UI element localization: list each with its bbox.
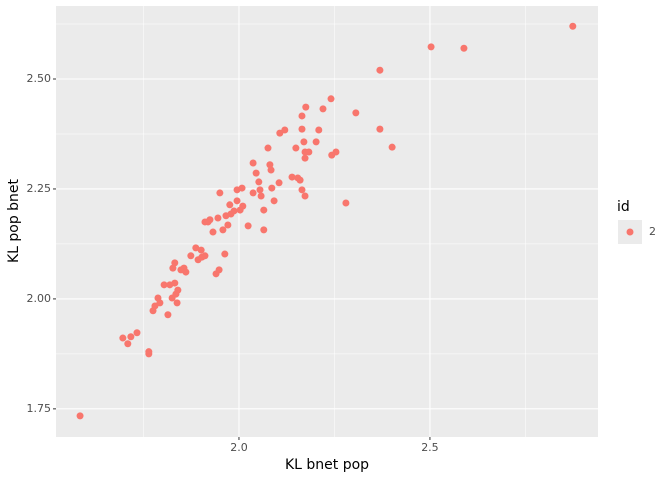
point <box>270 197 278 205</box>
point <box>230 207 238 215</box>
point <box>215 266 223 274</box>
point <box>145 350 153 358</box>
x-axis-label: KL bnet pop <box>285 457 369 473</box>
point <box>257 192 265 200</box>
point <box>226 201 234 209</box>
y-axis-label: KL pop bnet <box>6 178 22 263</box>
point <box>267 166 275 174</box>
point <box>255 178 263 186</box>
point <box>164 311 172 319</box>
point <box>197 246 205 254</box>
point <box>268 184 276 192</box>
panel <box>56 6 598 437</box>
point <box>302 103 310 111</box>
legend-title: id <box>617 199 630 215</box>
point <box>209 228 217 236</box>
point <box>460 44 468 52</box>
point <box>301 192 309 200</box>
point <box>342 199 350 207</box>
point <box>298 112 306 120</box>
point <box>219 226 227 234</box>
point <box>281 126 289 134</box>
point <box>187 252 195 260</box>
point <box>214 214 222 222</box>
point <box>256 186 264 194</box>
point <box>376 125 384 133</box>
legend-label: 2 <box>649 225 656 238</box>
point <box>260 226 268 234</box>
point <box>182 268 190 276</box>
point <box>192 244 200 252</box>
point <box>296 176 304 184</box>
point <box>427 43 435 51</box>
x-tick-label: 2.5 <box>421 441 439 454</box>
point <box>174 286 182 294</box>
point <box>275 179 283 187</box>
point <box>119 334 127 342</box>
point <box>312 138 320 146</box>
point <box>169 264 177 272</box>
point <box>376 66 384 74</box>
point <box>249 189 257 197</box>
point <box>201 252 209 260</box>
point <box>352 109 360 117</box>
point <box>221 250 229 258</box>
point <box>244 222 252 230</box>
point <box>76 412 84 420</box>
point <box>160 281 168 289</box>
y-tick-label: 2.00 <box>27 292 52 305</box>
y-tick-label: 2.25 <box>27 182 52 195</box>
y-tick-label: 2.50 <box>27 72 52 85</box>
point <box>266 161 274 169</box>
point <box>319 105 327 113</box>
point <box>288 173 296 181</box>
point <box>298 125 306 133</box>
point <box>327 95 335 103</box>
point <box>300 138 308 146</box>
point <box>171 259 179 267</box>
point <box>249 159 257 167</box>
point <box>332 148 340 156</box>
point <box>260 206 268 214</box>
point <box>173 299 181 307</box>
x-tick-label: 2.0 <box>230 441 248 454</box>
point <box>239 202 247 210</box>
legend-marker <box>626 228 634 236</box>
point <box>388 143 396 151</box>
point <box>301 154 309 162</box>
point <box>133 329 141 337</box>
point <box>156 299 164 307</box>
point <box>298 186 306 194</box>
point <box>315 126 323 134</box>
point <box>305 148 313 156</box>
y-tick-label: 1.75 <box>27 402 52 415</box>
point <box>252 169 260 177</box>
point <box>206 216 214 224</box>
point <box>264 144 272 152</box>
point <box>233 197 241 205</box>
point <box>238 184 246 192</box>
point <box>224 221 232 229</box>
point <box>124 340 132 348</box>
point <box>171 279 179 287</box>
point <box>292 144 300 152</box>
point <box>127 333 135 341</box>
point <box>216 189 224 197</box>
point <box>569 22 577 30</box>
